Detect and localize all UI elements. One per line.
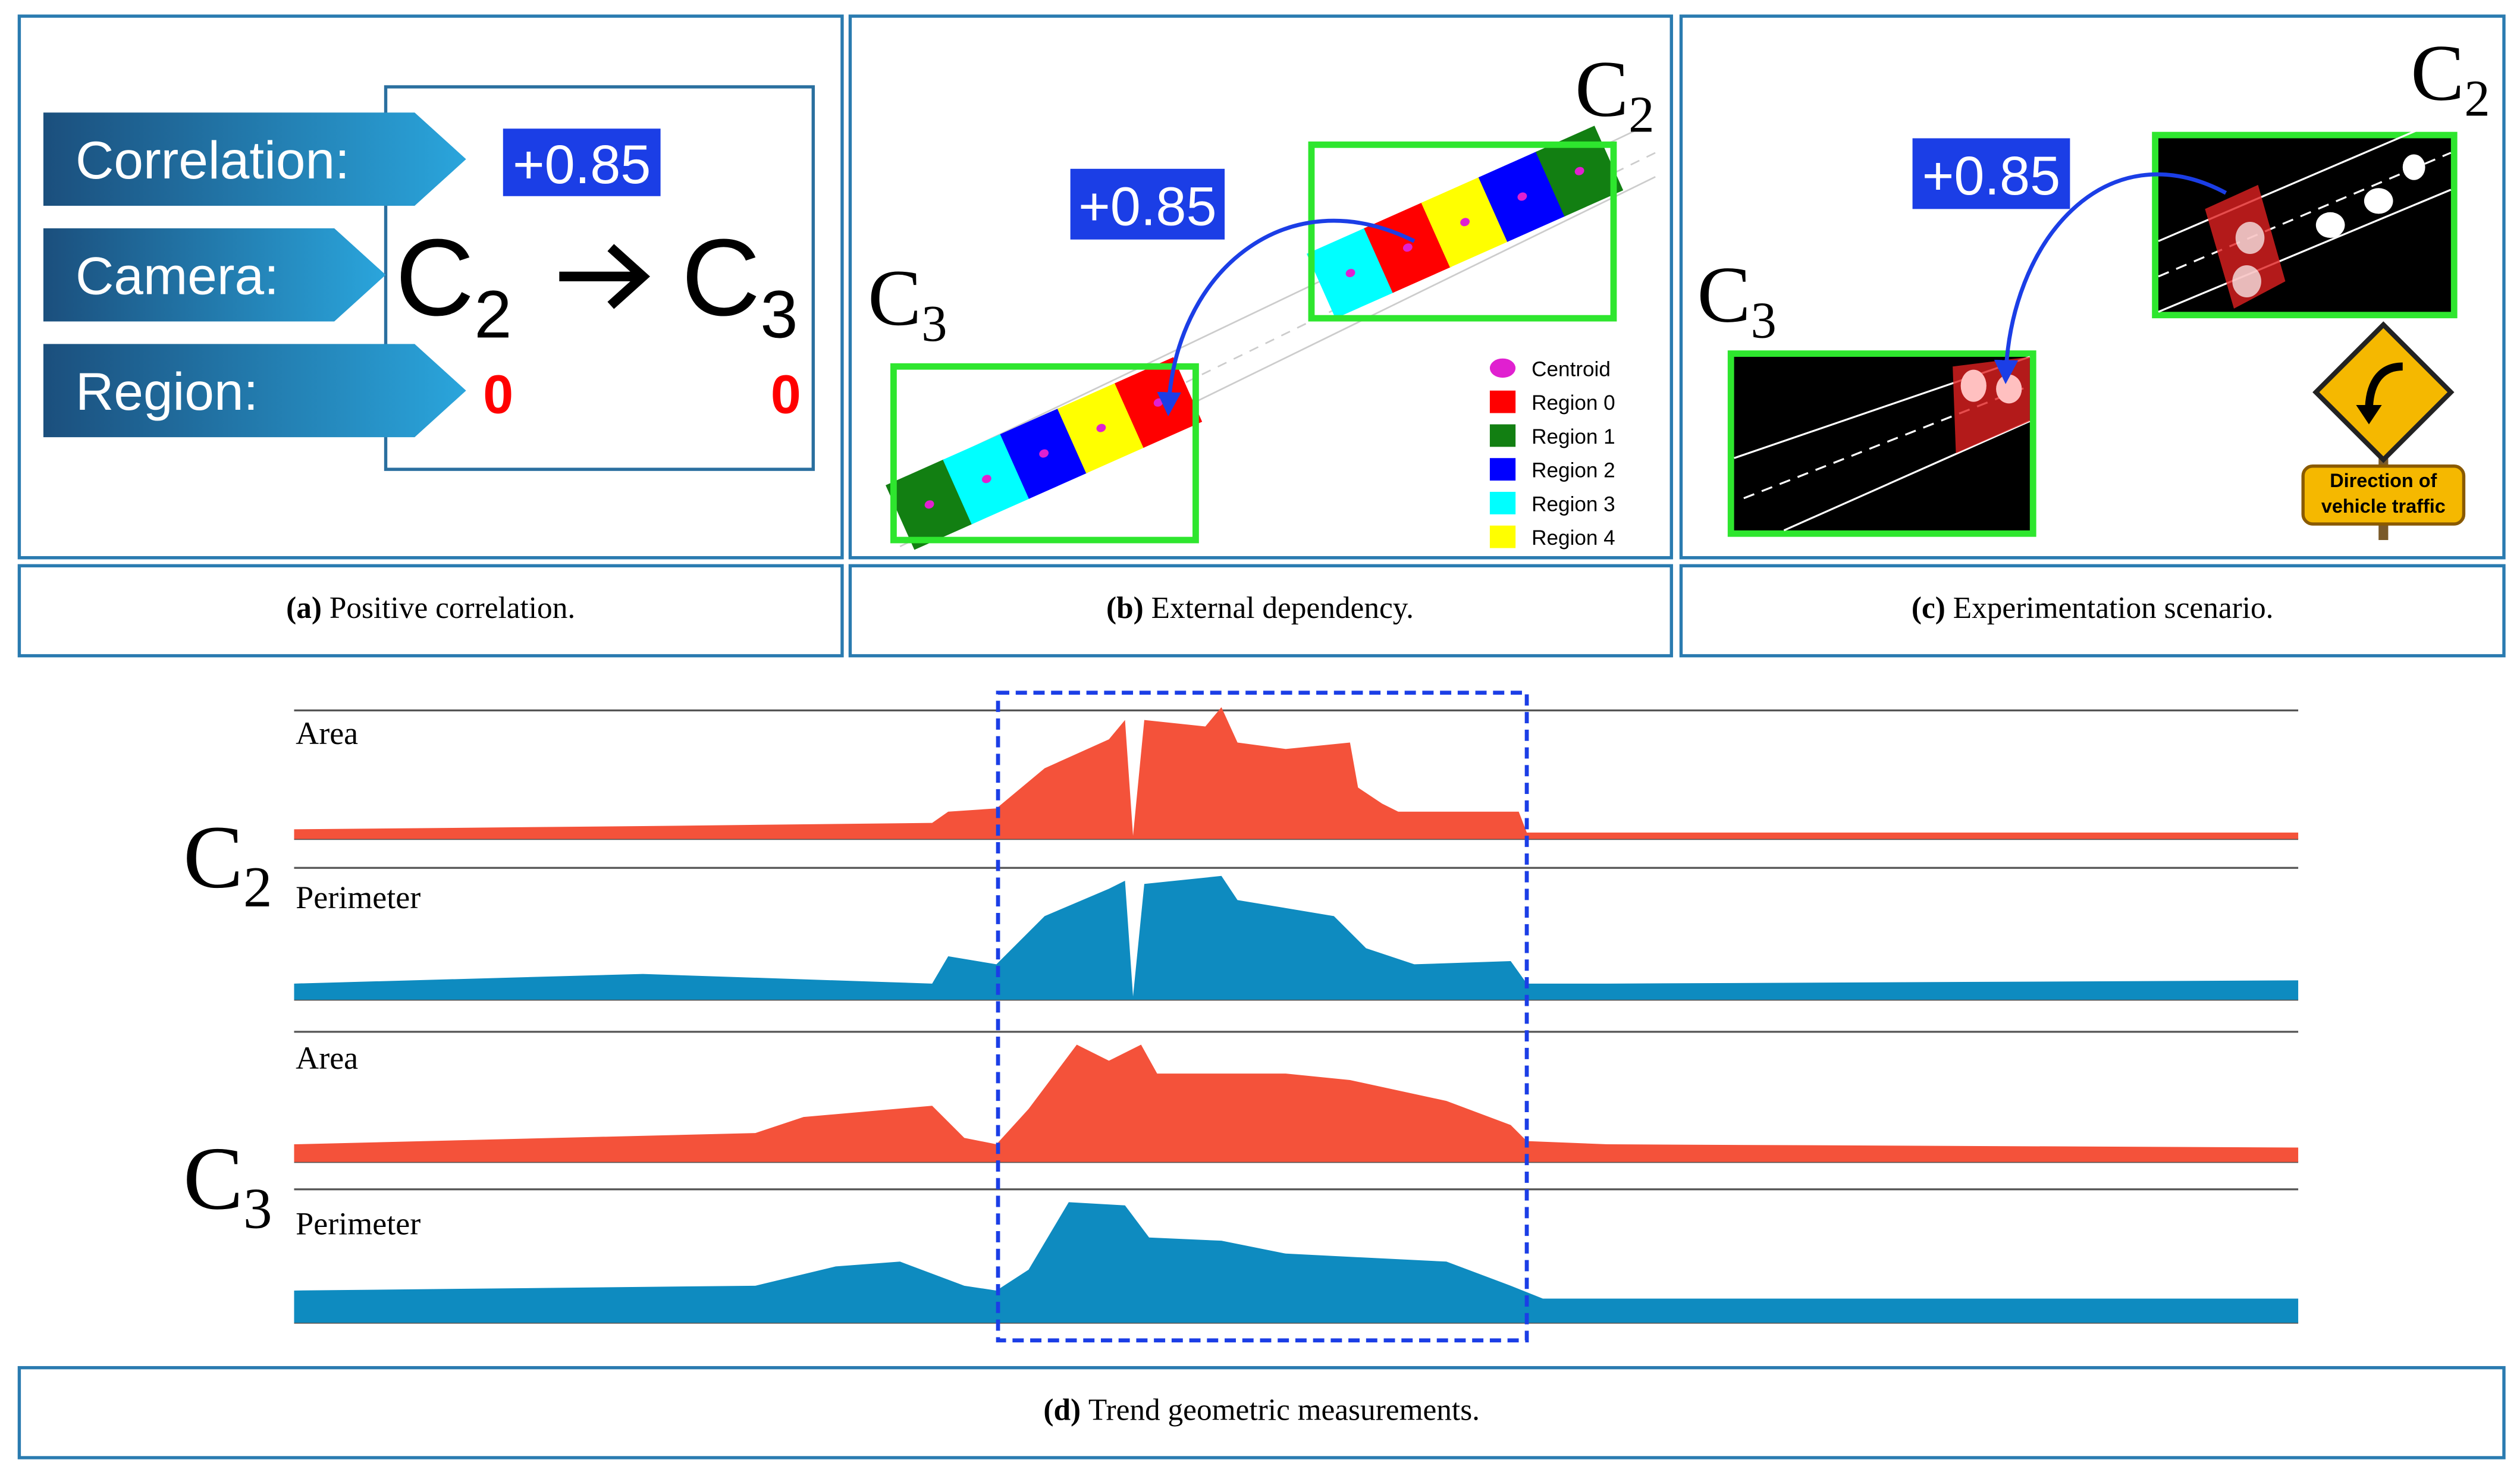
value-box	[503, 128, 661, 196]
camera-index: 2	[1628, 86, 1654, 143]
caption-tag: (b)	[1106, 591, 1144, 625]
centroid	[1574, 167, 1584, 175]
caption: (d) Trend geometric measurements.	[1043, 1393, 1480, 1427]
centroid	[1096, 423, 1106, 432]
camera: C3	[868, 254, 947, 352]
centroid	[1460, 218, 1470, 227]
caption-tag: (a)	[286, 591, 322, 625]
camera: C2	[2411, 29, 2490, 127]
centroid	[1402, 243, 1413, 252]
centroid	[924, 500, 934, 509]
legend-swatch	[1489, 525, 1516, 548]
caption-frame	[1679, 564, 2506, 658]
label: Correlation:	[76, 130, 350, 190]
series-label: Perimeter	[296, 1206, 420, 1241]
camera: C3	[682, 216, 798, 353]
legend: Centroid Region 0 Region 1 Region 2 Region 3…	[1489, 357, 1615, 550]
camera-view	[1308, 141, 1617, 322]
region-value: 0	[483, 365, 513, 425]
trend-trace	[294, 1202, 2299, 1323]
sign-text: vehicle traffic	[2321, 495, 2446, 517]
legend-swatch	[1489, 458, 1516, 481]
caption: (b) External dependency.	[1106, 591, 1414, 625]
legend-label: Region 0	[1532, 391, 1615, 415]
camera-base: C	[1697, 251, 1750, 340]
camera: C3	[183, 1128, 272, 1241]
caption-frame	[17, 1366, 2506, 1459]
legend-swatch	[1489, 424, 1516, 447]
correlation-value: +0.85	[513, 134, 651, 195]
trend-trace	[294, 875, 2299, 1000]
camera: C2	[183, 807, 272, 919]
camera-index: 3	[1751, 292, 1777, 349]
vehicles	[2232, 154, 2425, 298]
banner	[43, 344, 466, 438]
camera-index: 2	[243, 855, 272, 919]
camera: C2	[396, 216, 512, 353]
region-band	[1307, 125, 1624, 319]
road-lines	[2158, 115, 2452, 313]
camera: C3	[1697, 251, 1776, 349]
camera-base: C	[396, 216, 475, 338]
label: Region:	[76, 362, 258, 421]
inner-box	[384, 85, 815, 471]
series-label: Area	[296, 715, 358, 751]
centroid	[981, 475, 991, 484]
camera-index: 3	[760, 277, 798, 353]
camera-base: C	[183, 807, 243, 907]
camera-index: 3	[243, 1177, 272, 1241]
caption: (a) Positive correlation.	[286, 591, 575, 625]
legend-label: Centroid	[1532, 357, 1611, 381]
centroid	[1039, 449, 1049, 458]
highlight-window	[996, 690, 1529, 1343]
legend-swatch	[1489, 358, 1516, 378]
caption-tag: (d)	[1043, 1393, 1081, 1427]
camera-base: C	[183, 1128, 243, 1228]
legend-label: Region 4	[1532, 526, 1615, 550]
camera-base: C	[868, 254, 921, 343]
region-value: 0	[771, 365, 801, 425]
caption-tag: (c)	[1912, 591, 1945, 625]
legend-label: Region 2	[1532, 459, 1615, 482]
caption-text: Positive correlation.	[329, 591, 575, 625]
camera-base: C	[682, 216, 761, 338]
caption-text: Trend geometric measurements.	[1088, 1393, 1480, 1427]
camera-base: C	[2411, 29, 2464, 118]
series-label: Area	[296, 1040, 358, 1076]
caption: (c) Experimentation scenario.	[1912, 591, 2274, 625]
centroid	[1345, 269, 1355, 278]
legend-label: Region 3	[1532, 492, 1615, 516]
legend-swatch	[1489, 390, 1516, 413]
caption-frame	[17, 564, 844, 658]
trend-trace	[294, 1044, 2299, 1162]
caption-frame	[848, 564, 1673, 658]
camera-index: 2	[474, 277, 511, 353]
banner	[43, 228, 386, 322]
value-box	[1912, 138, 2070, 209]
dependency-arrow	[1994, 172, 2227, 384]
series-label: Perimeter	[296, 880, 420, 915]
banner	[43, 112, 466, 206]
camera-index: 2	[2464, 70, 2490, 127]
arrow	[559, 244, 650, 309]
caption-text: External dependency.	[1151, 591, 1414, 625]
correlation-value: +0.85	[1078, 176, 1216, 237]
sign-text: Direction of	[2330, 470, 2437, 491]
region-band	[886, 357, 1203, 550]
traffic-sign: Direction of vehicle traffic	[2301, 321, 2466, 541]
camera-base: C	[1575, 45, 1628, 134]
dependency-arrow	[1157, 218, 1416, 416]
centroid	[1517, 192, 1527, 201]
correlation-value: +0.85	[1922, 146, 2060, 206]
caption-text: Experimentation scenario.	[1953, 591, 2274, 625]
label: Camera:	[76, 246, 279, 306]
camera-index: 3	[921, 295, 947, 352]
camera: C2	[1575, 45, 1654, 143]
value-box	[1070, 168, 1225, 240]
camera-view	[890, 363, 1199, 544]
trend-trace	[294, 707, 2299, 839]
legend-label: Region 1	[1532, 425, 1615, 448]
legend-swatch	[1489, 491, 1516, 514]
